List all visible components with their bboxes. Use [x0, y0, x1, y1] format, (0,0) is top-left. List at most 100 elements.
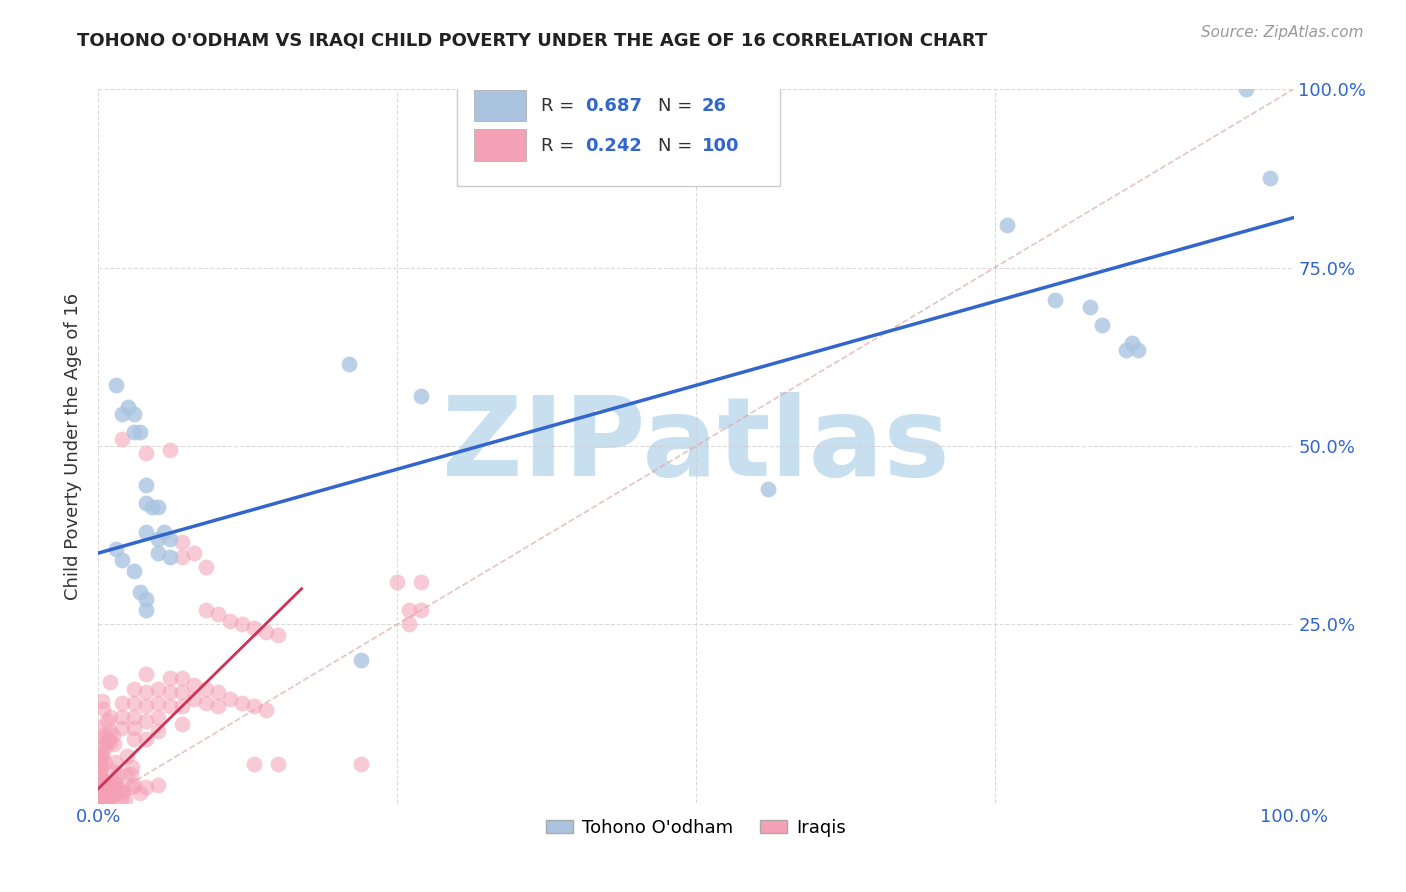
Point — [94, 756, 117, 770]
Point — [135, 780, 157, 794]
Point — [756, 482, 779, 496]
Point — [101, 788, 124, 802]
FancyBboxPatch shape — [474, 90, 526, 121]
Point — [1121, 335, 1143, 350]
Point — [411, 389, 433, 403]
Point — [195, 560, 218, 574]
Point — [148, 532, 170, 546]
Point — [105, 781, 128, 796]
Point — [104, 776, 127, 790]
Point — [93, 773, 115, 788]
Point — [105, 542, 128, 557]
Point — [94, 795, 117, 809]
Point — [1091, 318, 1114, 332]
Point — [98, 778, 121, 792]
Point — [90, 786, 112, 800]
Point — [129, 585, 152, 599]
Point — [89, 775, 111, 789]
Point — [1128, 343, 1150, 357]
Point — [89, 769, 111, 783]
Point — [124, 407, 146, 421]
Point — [89, 767, 111, 781]
Point — [96, 789, 118, 803]
Point — [90, 749, 112, 764]
Point — [91, 747, 114, 761]
Point — [93, 728, 115, 742]
Point — [89, 754, 111, 768]
Text: 0.242: 0.242 — [585, 136, 641, 154]
Point — [141, 500, 163, 514]
Point — [159, 532, 181, 546]
Point — [89, 761, 111, 775]
Point — [411, 603, 433, 617]
Point — [103, 776, 125, 790]
Point — [90, 789, 112, 803]
Point — [243, 699, 266, 714]
Point — [135, 685, 157, 699]
Point — [87, 758, 110, 772]
Point — [243, 621, 266, 635]
Point — [96, 714, 118, 728]
Text: N =: N = — [658, 136, 692, 154]
Point — [183, 692, 205, 706]
Point — [87, 791, 110, 805]
Point — [91, 739, 114, 753]
Point — [89, 775, 111, 789]
Point — [98, 735, 122, 749]
Point — [398, 617, 420, 632]
Point — [124, 696, 146, 710]
Point — [135, 714, 157, 728]
Point — [172, 535, 194, 549]
Point — [121, 780, 143, 795]
Point — [108, 784, 131, 798]
Point — [98, 674, 121, 689]
Point — [90, 772, 112, 787]
Point — [111, 710, 134, 724]
Point — [89, 758, 111, 772]
Point — [110, 792, 132, 806]
Point — [87, 792, 110, 806]
Point — [89, 776, 111, 790]
Point — [89, 789, 111, 804]
Point — [104, 755, 127, 769]
Point — [159, 699, 181, 714]
Point — [101, 789, 124, 803]
Point — [153, 524, 176, 539]
Point — [135, 603, 157, 617]
Point — [91, 786, 114, 800]
Point — [114, 792, 136, 806]
Point — [89, 785, 111, 799]
Point — [207, 607, 229, 621]
Point — [96, 786, 118, 800]
Text: N =: N = — [658, 97, 692, 115]
Point — [105, 378, 128, 392]
Point — [159, 549, 181, 564]
Point — [115, 768, 138, 782]
Point — [87, 720, 110, 734]
Point — [111, 407, 134, 421]
Point — [159, 685, 181, 699]
Point — [89, 794, 111, 808]
Point — [87, 785, 110, 799]
Point — [135, 446, 157, 460]
Point — [111, 432, 134, 446]
Point — [148, 710, 170, 724]
FancyBboxPatch shape — [474, 129, 526, 161]
Point — [219, 614, 242, 628]
Point — [339, 357, 361, 371]
Y-axis label: Child Poverty Under the Age of 16: Child Poverty Under the Age of 16 — [65, 293, 83, 599]
Point — [124, 681, 146, 696]
Point — [995, 218, 1018, 232]
Point — [1115, 343, 1137, 357]
Point — [159, 671, 181, 685]
Point — [96, 794, 118, 808]
Point — [121, 760, 143, 774]
Point — [101, 764, 124, 778]
Point — [89, 755, 111, 769]
Point — [385, 574, 409, 589]
Point — [231, 696, 253, 710]
Text: 26: 26 — [702, 97, 727, 115]
Point — [124, 721, 146, 735]
Point — [183, 678, 205, 692]
Point — [135, 667, 157, 681]
